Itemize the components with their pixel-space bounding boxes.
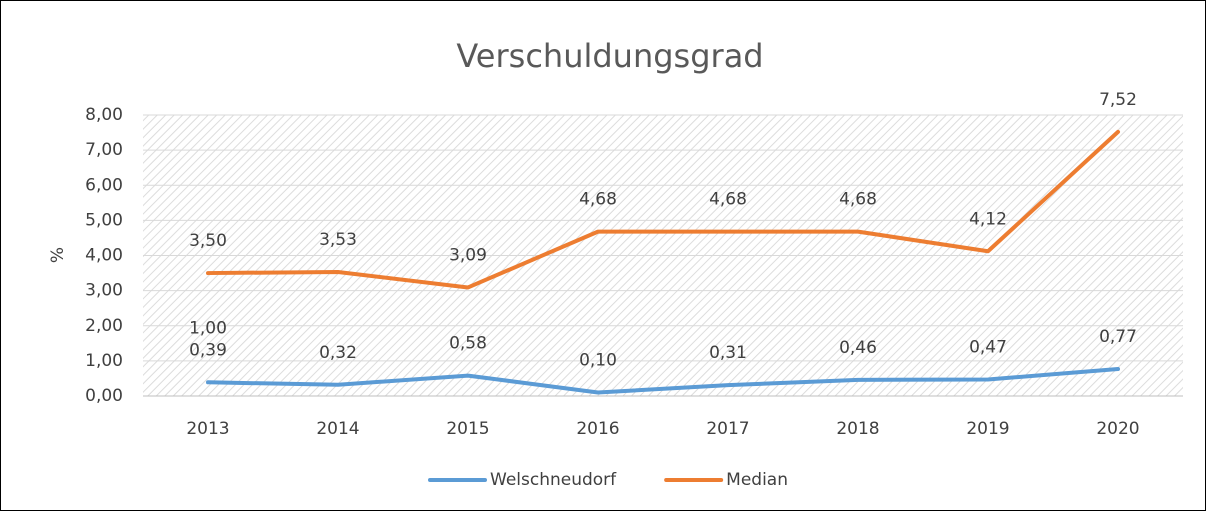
y-tick-label: 1,00 — [85, 351, 123, 371]
legend-label: Median — [726, 470, 788, 490]
data-label: 0,32 — [319, 343, 357, 363]
y-tick-label: 8,00 — [85, 105, 123, 125]
y-tick-label: 5,00 — [85, 210, 123, 230]
data-label: 3,09 — [449, 245, 487, 265]
data-label: 0,39 — [189, 340, 227, 360]
y-tick-label: 6,00 — [85, 175, 123, 195]
y-tick-label: 2,00 — [85, 316, 123, 336]
data-label: 0,10 — [579, 350, 617, 370]
series-line — [206, 366, 1120, 395]
y-axis-label: % — [48, 247, 68, 263]
legend-label: Welschneudorf — [490, 470, 617, 490]
data-label: 4,68 — [709, 190, 747, 210]
data-label: 7,52 — [1099, 90, 1137, 110]
data-label: 0,46 — [839, 338, 877, 358]
data-label: 0,47 — [969, 337, 1007, 357]
data-label: 4,12 — [969, 209, 1007, 229]
data-label: 4,68 — [839, 190, 877, 210]
x-tick-label: 2019 — [966, 419, 1009, 439]
x-tick-label: 2014 — [316, 419, 359, 439]
x-tick-label: 2020 — [1096, 419, 1139, 439]
data-label: 0,77 — [1099, 327, 1137, 347]
y-tick-label: 0,00 — [85, 386, 123, 406]
y-tick-label: 4,00 — [85, 246, 123, 266]
series-line — [206, 129, 1120, 290]
x-tick-label: 2015 — [446, 419, 489, 439]
x-tick-label: 2018 — [836, 419, 879, 439]
data-label: 3,53 — [319, 230, 357, 250]
x-tick-label: 2013 — [186, 419, 229, 439]
data-label: 4,68 — [579, 190, 617, 210]
x-tick-label: 2017 — [706, 419, 749, 439]
data-label: 0,58 — [449, 334, 487, 354]
y-tick-label: 3,00 — [85, 281, 123, 301]
x-tick-label: 2016 — [576, 419, 619, 439]
data-label: 0,31 — [709, 343, 747, 363]
chart-title: Verschuldungsgrad — [456, 37, 763, 75]
data-label: 3,50 — [189, 231, 227, 251]
y-tick-label: 7,00 — [85, 140, 123, 160]
annotation: 1,00 — [189, 318, 227, 338]
